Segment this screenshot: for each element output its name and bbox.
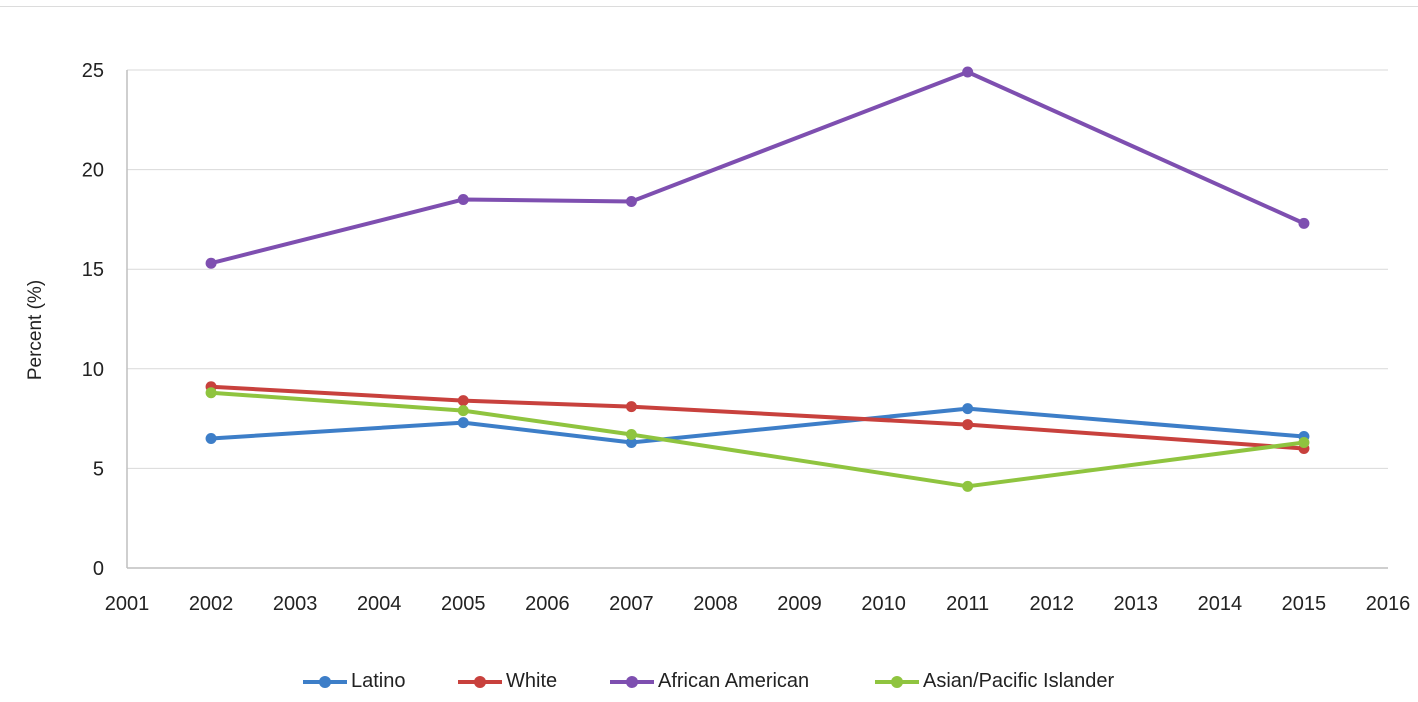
x-tick-label: 2003 [273,593,318,615]
series-african-american [205,66,1310,269]
data-point [457,395,469,407]
data-point [625,437,637,449]
x-tick-label: 2014 [1198,593,1243,615]
x-tick-label: 2015 [1282,593,1327,615]
gridlines [127,69,1388,469]
data-point [205,387,217,399]
x-tick-label: 2001 [105,593,150,615]
data-point [205,257,217,269]
y-tick-label: 15 [82,259,104,281]
data-point [457,405,469,417]
y-axis-title: Percent (%) [25,280,46,380]
legend-item: White [458,664,557,698]
x-tick-label: 2004 [357,593,402,615]
data-point [457,193,469,205]
series-line [209,390,1306,489]
x-tick-label: 2011 [946,593,989,615]
legend-label: White [506,669,558,692]
series-asian-pacific-islander [205,387,1310,492]
y-tick-labels: 0 5 10 15 20 25 [82,60,104,580]
legend-item: African American [610,664,809,698]
x-tick-label: 2006 [525,593,570,615]
series-line [209,69,1306,266]
y-tick-label: 0 [93,558,104,580]
data-point [1298,437,1310,449]
x-tick-label: 2008 [693,593,738,615]
x-tick-label: 2013 [1114,593,1159,615]
legend-swatch [875,664,919,698]
data-point [962,66,974,78]
y-tick-label: 20 [82,160,104,182]
legend-label: African American [658,669,810,692]
data-point [962,419,974,431]
data-point [962,480,974,492]
x-tick-label: 2007 [609,593,654,615]
data-point [625,401,637,413]
data-point [625,195,637,207]
legend-swatch [303,664,347,698]
x-tick-label: 2005 [441,593,486,615]
series-line [209,384,1306,451]
x-tick-label: 2009 [777,593,822,615]
legend-swatch [458,664,502,698]
data-point [625,429,637,441]
x-tick-label: 2012 [1029,593,1074,615]
y-tick-label: 5 [93,458,104,480]
x-tick-labels: 2001 2002 2003 2004 2005 2006 2007 2008 2009 2010… [105,593,1411,615]
x-tick-label: 2002 [189,593,234,615]
chart-legend: Latino White African American Asian/Pacific… [0,664,1418,698]
legend-item: Latino [303,664,406,698]
data-point [1298,217,1310,229]
series-latino [205,403,1310,449]
data-point [205,433,217,445]
series-white [205,381,1310,454]
top-border [0,6,1418,7]
x-tick-label: 2016 [1366,593,1411,615]
data-point [962,403,974,415]
legend-item: Asian/Pacific Islander [875,664,1114,698]
y-tick-label: 10 [82,359,104,381]
legend-label: Latino [351,669,406,692]
data-point [457,417,469,429]
legend-swatch [610,664,654,698]
y-tick-label: 25 [82,60,104,82]
axes [126,70,1388,569]
x-tick-label: 2010 [861,593,906,615]
legend-label: Asian/Pacific Islander [923,669,1115,692]
series-lines [205,66,1310,492]
